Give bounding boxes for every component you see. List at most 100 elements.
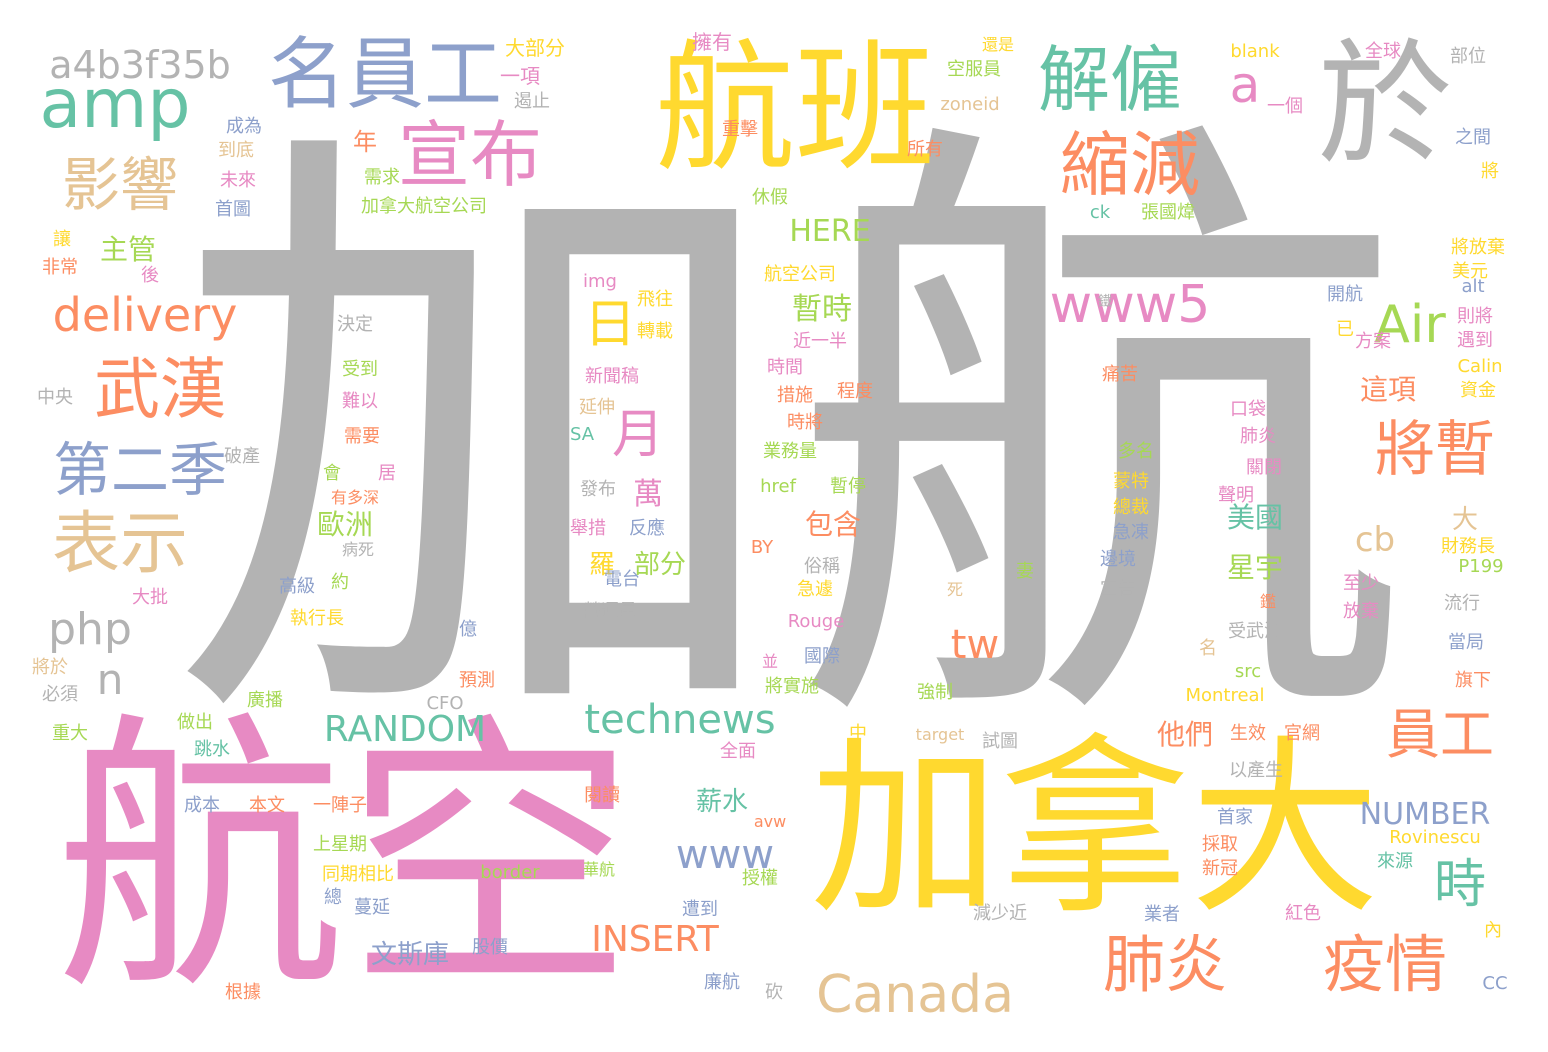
cloud-word-154: 將實施	[765, 676, 819, 697]
cloud-word-9: 宣布	[397, 113, 543, 197]
cloud-word-here-36: HERE	[789, 214, 871, 249]
cloud-word-87: 決定	[337, 314, 373, 335]
cloud-word-114: 發布	[580, 479, 616, 500]
cloud-word-139: 放棄	[1343, 601, 1379, 622]
cloud-word-6: 解僱	[1037, 38, 1183, 122]
cloud-word-3: 航班	[654, 28, 936, 191]
cloud-word-cb-42: cb	[1354, 520, 1396, 560]
cloud-word-163: 中	[849, 723, 867, 744]
cloud-word-112: 居	[378, 463, 396, 484]
cloud-word-air-14: Air	[1374, 295, 1446, 355]
cloud-word-61: 一個	[1267, 96, 1303, 117]
cloud-word-src-153: src	[1234, 661, 1262, 682]
cloud-word-198: 將	[1481, 161, 1499, 182]
cloud-word-138: 妻	[1016, 561, 1034, 582]
cloud-word-21: 將暫	[1375, 415, 1495, 485]
cloud-word-110: 破產	[224, 446, 260, 467]
cloud-word-alt-84: alt	[1461, 276, 1485, 297]
cloud-word-67: 需求	[364, 167, 400, 188]
cloud-word-target-164: target	[915, 725, 965, 744]
cloud-word-cc-196: CC	[1482, 973, 1508, 994]
cloud-word-95: 程度	[837, 381, 873, 402]
cloud-word-by-124: BY	[750, 537, 774, 558]
cloud-word-107: 業務量	[763, 441, 817, 462]
cloud-word-40: 美國	[1226, 501, 1284, 534]
cloud-word-183: 新冠	[1202, 858, 1238, 879]
cloud-word-href-115: href	[760, 476, 796, 497]
cloud-word-145: 國際	[804, 646, 840, 667]
cloud-word-37: 暫時	[792, 292, 852, 327]
cloud-word-195: 廉航	[704, 972, 740, 993]
cloud-word-38: 這項	[1359, 373, 1417, 406]
cloud-word-161: 做出	[177, 712, 213, 733]
cloud-word-avw-174: avw	[753, 812, 787, 831]
cloud-word-137: 死	[946, 580, 964, 599]
cloud-word-zoneid-57: zoneid	[940, 94, 1000, 115]
cloud-word-175: 首家	[1217, 807, 1253, 828]
cloud-word-165: 試圖	[982, 731, 1018, 752]
cloud-word-129: 俗稱	[804, 556, 840, 577]
cloud-word-160: 重大	[52, 723, 88, 744]
cloud-word-106: 肺炎	[1240, 426, 1276, 447]
cloud-word-169: 以產生	[1229, 760, 1283, 781]
cloud-word-insert-30: INSERT	[591, 919, 719, 960]
cloud-word-49: 羅	[588, 550, 616, 580]
cloud-word-148: 將於	[32, 657, 68, 678]
cloud-word-151: 並	[761, 652, 779, 671]
cloud-word-34: 月	[611, 405, 665, 465]
cloud-word-108: 多名	[1118, 441, 1154, 462]
cloud-word-89: 已	[1336, 319, 1354, 340]
cloud-word-75: 美元	[1452, 261, 1488, 282]
cloud-word-rovinescu-178: Rovinescu	[1389, 827, 1481, 848]
cloud-word-149: 必須	[42, 684, 78, 705]
cloud-word-117: 蒙特	[1113, 471, 1149, 492]
cloud-word-142: 億	[459, 619, 477, 640]
cloud-word-121: 舉措	[570, 518, 606, 539]
cloud-word-number-31: NUMBER	[1359, 797, 1491, 832]
cloud-word-188: 減少近	[973, 903, 1027, 924]
cloud-word-135: 至少	[1343, 573, 1379, 594]
cloud-word-158: 旗下	[1455, 670, 1491, 691]
cloud-word-182: 授權	[742, 868, 778, 889]
cloud-word-103: 口袋	[1230, 399, 1266, 420]
cloud-word-100: 難以	[342, 391, 378, 412]
cloud-word-62: 之間	[1455, 127, 1491, 148]
cloud-word-167: 官網	[1284, 723, 1320, 744]
cloud-word-140: 流行	[1444, 593, 1480, 614]
cloud-word-69: 重擊	[722, 119, 758, 140]
cloud-word-173: 閱讀	[584, 785, 620, 806]
cloud-word-43: 包含	[804, 508, 862, 541]
cloud-word-113: 有多深	[330, 488, 380, 507]
cloud-word-77: 非常	[42, 257, 78, 278]
cloud-word-74: 將放棄	[1451, 237, 1505, 258]
cloud-word-189: 業者	[1144, 904, 1180, 925]
cloud-word-39: 歐洲	[316, 508, 374, 541]
cloud-word-0: 加航	[170, 79, 1410, 800]
cloud-word-www-29: www	[675, 832, 775, 878]
cloud-word-sa-104: SA	[569, 424, 595, 445]
cloud-word-86: 遇到	[1457, 330, 1493, 351]
cloud-word-canada-26: Canada	[816, 965, 1014, 1025]
cloud-word-calin-97: Calin	[1457, 356, 1503, 377]
cloud-word-cfo-159: CFO	[426, 693, 464, 714]
cloud-word-44: 他們	[1156, 718, 1214, 751]
cloud-word-118: 總裁	[1113, 497, 1149, 518]
cloud-word-85: 則將	[1457, 306, 1493, 327]
cloud-word-71: 所有	[907, 139, 943, 160]
cloud-word-60: 部位	[1450, 46, 1486, 67]
cloud-word-92: 時間	[767, 357, 803, 378]
cloud-word-156: 強制	[917, 682, 953, 703]
cloud-word-47: 大	[1451, 505, 1479, 535]
cloud-word-4: 於	[1317, 26, 1453, 184]
cloud-word-53: 一項	[500, 64, 540, 88]
cloud-word-82: 轉載	[637, 321, 673, 342]
cloud-word-59: 全球	[1365, 41, 1401, 62]
cloud-word-155: 廣播	[247, 690, 283, 711]
cloud-word-197: 還是	[981, 35, 1015, 54]
cloud-word-rouge-144: Rouge	[787, 611, 845, 632]
cloud-word-73: 張國煒	[1141, 202, 1195, 223]
cloud-word-blank-58: blank	[1230, 41, 1280, 62]
cloud-word-102: 時將	[787, 412, 823, 433]
cloud-word-127: 約	[331, 572, 349, 593]
cloud-word-123: 病死	[341, 540, 375, 559]
